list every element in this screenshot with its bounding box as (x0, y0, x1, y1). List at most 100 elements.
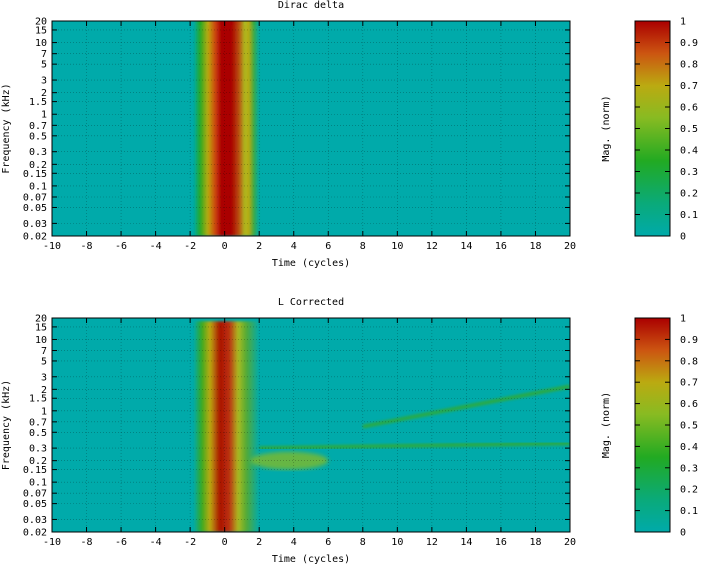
y-tick-label: 7 (41, 49, 47, 60)
y-tick-label: 5 (41, 356, 47, 367)
colorbar-tick-label: 0.7 (680, 378, 698, 389)
colorbar-label: Mag. (norm) (601, 95, 612, 161)
x-tick-label: -10 (43, 241, 61, 252)
y-tick-label: 3 (41, 372, 47, 383)
plot-frame (51, 20, 571, 237)
y-tick-label: 5 (41, 60, 47, 71)
colorbar-label: Mag. (norm) (601, 392, 612, 458)
colorbar-tick-label: 0.5 (680, 421, 698, 432)
y-tick-label: 1.5 (29, 97, 47, 108)
x-tick-label: 6 (325, 537, 331, 548)
colorbar-gradient (635, 318, 670, 532)
colorbar-tick-label: 0.6 (680, 399, 698, 410)
y-tick-label: 0.03 (23, 219, 47, 230)
y-tick-label: 15 (35, 322, 47, 333)
heatmap-panel-2: -10 -8 -6 -4 -2 0 2 4 6 8 10 12 14 16 18 2020151075321.… (1, 297, 698, 565)
colorbar-tick-label: 0 (680, 232, 686, 243)
x-tick-label: -4 (150, 537, 162, 548)
y-tick-label: 0.7 (29, 121, 47, 132)
energy-band-top (193, 21, 260, 25)
y-tick-label: 2 (41, 88, 47, 99)
x-tick-label: 20 (564, 537, 576, 548)
x-tick-label: -2 (184, 241, 196, 252)
x-tick-label: 4 (291, 241, 297, 252)
x-tick-label: 16 (495, 241, 507, 252)
resonance-streak (259, 441, 570, 451)
colorbar-tick-label: 0.2 (680, 189, 698, 200)
y-tick-label: 0.07 (23, 193, 47, 204)
y-tick-label: 0.15 (23, 465, 47, 476)
plot-area (52, 21, 570, 236)
x-tick-label: 12 (426, 241, 438, 252)
y-tick-label: 0.7 (29, 417, 47, 428)
y-tick-label: 20 (35, 17, 47, 28)
y-tick-label: 0.02 (23, 232, 47, 243)
colorbar: 1 0.9 0.8 0.7 0.6 0.5 0.4 0.3 0.2 0.1 0 Mag. (norm) (601, 17, 698, 243)
chart-title: Dirac delta (278, 0, 344, 11)
colorbar-tick-label: 0.7 (680, 81, 698, 92)
y-tick-label: 1 (41, 406, 47, 417)
heatmap-panel-1: -10 -8 -6 -4 -2 0 2 4 6 8 10 12 14 16 18 2020151075321.… (1, 0, 698, 269)
chart-title: L Corrected (278, 297, 344, 308)
plot-area (52, 318, 570, 532)
x-tick-label: 12 (426, 537, 438, 548)
x-tick-label: -10 (43, 537, 61, 548)
y-tick-label: 20 (35, 314, 47, 325)
x-tick-label: 4 (291, 537, 297, 548)
x-tick-label: 20 (564, 241, 576, 252)
colorbar-tick-label: 0.5 (680, 124, 698, 135)
colorbar-tick-label: 0.4 (680, 442, 698, 453)
resonance-streak (362, 384, 570, 429)
x-tick-label: 10 (391, 537, 403, 548)
y-tick-label: 0.3 (29, 147, 47, 158)
y-tick-label: 0.02 (23, 528, 47, 539)
y-axis-label: Frequency (kHz) (1, 83, 12, 173)
x-tick-label: 0 (222, 241, 228, 252)
x-axis-label: Time (cycles) (272, 258, 350, 269)
y-tick-label: 0.5 (29, 131, 47, 142)
colorbar-tick-label: 0.9 (680, 38, 698, 49)
y-tick-label: 0.07 (23, 489, 47, 500)
colorbar-tick-label: 0.3 (680, 167, 698, 178)
x-tick-label: -6 (115, 537, 127, 548)
x-tick-label: 8 (360, 241, 366, 252)
y-tick-label: 10 (35, 335, 47, 346)
y-tick-label: 0.1 (29, 478, 47, 489)
y-tick-label: 2 (41, 385, 47, 396)
y-tick-label: 3 (41, 76, 47, 87)
x-tick-label: 2 (256, 241, 262, 252)
y-tick-label: 0.05 (23, 499, 47, 510)
x-tick-label: 14 (460, 241, 472, 252)
y-tick-label: 0.03 (23, 515, 47, 526)
colorbar-tick-label: 0.6 (680, 103, 698, 114)
plot-frame (51, 317, 571, 533)
colorbar-tick-label: 0.3 (680, 463, 698, 474)
x-tick-label: -8 (81, 241, 93, 252)
x-tick-label: 10 (391, 241, 403, 252)
colorbar-tick-label: 0.8 (680, 60, 698, 71)
colorbar-tick-label: 0.4 (680, 146, 698, 157)
y-tick-label: 10 (35, 38, 47, 49)
colorbar-tick-label: 0.8 (680, 356, 698, 367)
y-tick-label: 0.2 (29, 456, 47, 467)
energy-band (193, 321, 260, 532)
x-tick-label: 18 (529, 537, 541, 548)
x-axis-label: Time (cycles) (272, 554, 350, 565)
y-tick-label: 0.5 (29, 428, 47, 439)
y-axis-label: Frequency (kHz) (1, 380, 12, 470)
colorbar-tick-label: 0 (680, 528, 686, 539)
colorbar-gradient (635, 21, 670, 236)
colorbar-tick-label: 0.1 (680, 506, 698, 517)
x-tick-label: 14 (460, 537, 472, 548)
y-tick-label: 15 (35, 25, 47, 36)
x-tick-label: 0 (222, 537, 228, 548)
colorbar-tick-label: 1 (680, 17, 686, 28)
heatmap-background (52, 21, 570, 236)
y-tick-label: 0.15 (23, 169, 47, 180)
x-tick-label: 6 (325, 241, 331, 252)
energy-band (193, 21, 260, 236)
x-tick-label: -6 (115, 241, 127, 252)
y-tick-label: 0.3 (29, 444, 47, 455)
colorbar-tick-label: 0.1 (680, 210, 698, 221)
